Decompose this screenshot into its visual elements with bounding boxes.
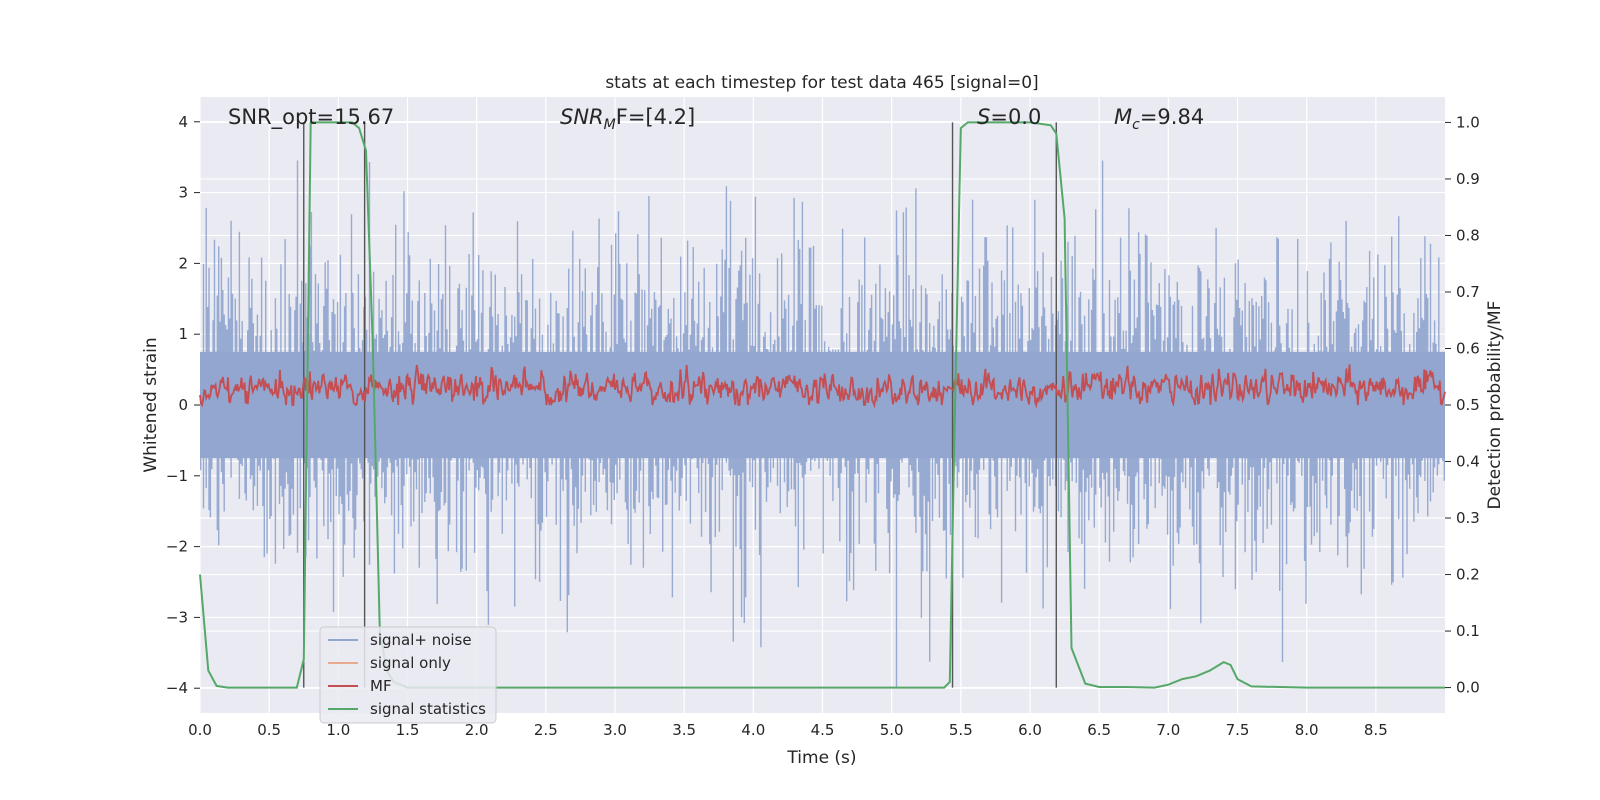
x-tick-label: 1.0 [326, 721, 350, 739]
right-y-tick-label: 0.1 [1456, 622, 1480, 640]
left-y-tick-label: 4 [178, 113, 188, 131]
right-y-axis-label: Detection probability/MF [1485, 301, 1505, 510]
x-tick-label: 2.0 [465, 721, 489, 739]
right-y-tick-label: 0.0 [1456, 679, 1480, 697]
mf-line [199, 364, 1446, 409]
legend-label-signal-only: signal only [370, 654, 451, 672]
left-y-tick-label: 2 [178, 254, 188, 272]
signal-noise-core [200, 351, 1445, 459]
signal-statistics-series [199, 121, 1445, 689]
left-y-tick-label: 3 [178, 184, 188, 202]
right-y-tick-label: 0.2 [1456, 566, 1480, 584]
legend-label-signal-noise: signal+ noise [370, 631, 472, 649]
right-y-tick-label: 0.3 [1456, 509, 1480, 527]
right-y-tick-labels: 0.0 0.1 0.2 0.3 0.4 0.5 0.6 0.7 0.8 0.9 1.0 [1445, 113, 1480, 697]
x-tick-label: 0.0 [188, 721, 212, 739]
x-tick-label: 5.0 [880, 721, 904, 739]
left-y-tick-labels: −4 −3 −2 −1 0 1 2 3 4 [166, 113, 200, 697]
signal-noise-series [200, 160, 1445, 689]
left-y-tick-label: −4 [166, 679, 188, 697]
right-y-tick-label: 1.0 [1456, 113, 1480, 131]
left-y-tick-label: 1 [178, 325, 188, 343]
x-axis-label: Time (s) [786, 748, 856, 768]
left-y-axis-label: Whitened strain [141, 337, 161, 472]
x-tick-label: 3.0 [603, 721, 627, 739]
mf-series [199, 364, 1446, 409]
x-tick-label: 6.5 [1087, 721, 1111, 739]
x-tick-label: 2.5 [534, 721, 558, 739]
x-tick-label: 0.5 [257, 721, 281, 739]
legend-label-signal-statistics: signal statistics [370, 700, 486, 718]
right-y-tick-label: 0.9 [1456, 170, 1480, 188]
x-tick-label: 5.5 [949, 721, 973, 739]
annotation-mc: Mc=9.84 [1114, 105, 1204, 133]
right-y-tick-label: 0.4 [1456, 453, 1480, 471]
legend-box [319, 626, 497, 724]
x-tick-label: 4.5 [811, 721, 835, 739]
x-tick-label: 8.0 [1295, 721, 1319, 739]
annotation-snr-opt: SNR_opt=15.67 [228, 105, 394, 130]
x-tick-label: 7.0 [1156, 721, 1180, 739]
x-tick-label: 4.0 [741, 721, 765, 739]
chart-title: stats at each timestep for test data 465… [605, 73, 1038, 93]
x-tick-label: 8.5 [1364, 721, 1388, 739]
left-y-tick-label: −2 [166, 538, 188, 556]
x-tick-labels: 0.0 0.5 1.0 1.5 2.0 2.5 3.0 3.5 4.0 4.5 5.0 5.5 6.0 6… [188, 721, 1388, 739]
x-tick-label: 7.5 [1226, 721, 1250, 739]
x-tick-label: 3.5 [672, 721, 696, 739]
right-y-tick-label: 0.5 [1456, 396, 1480, 414]
right-y-tick-label: 0.6 [1456, 339, 1480, 357]
annotation-snr-mf: SNRMF=[4.2] [560, 105, 695, 133]
legend-label-mf: MF [370, 677, 392, 695]
x-tick-label: 1.5 [396, 721, 420, 739]
right-y-tick-label: 0.8 [1456, 226, 1480, 244]
annotation-s: S=0.0 [977, 105, 1041, 129]
right-y-tick-label: 0.7 [1456, 283, 1480, 301]
x-tick-label: 6.0 [1018, 721, 1042, 739]
left-y-tick-label: 0 [178, 396, 188, 414]
signal-statistics-line [199, 121, 1445, 689]
left-y-tick-label: −1 [166, 467, 188, 485]
left-y-tick-label: −3 [166, 608, 188, 626]
legend: signal+ noise signal only MF signal stat… [319, 626, 497, 724]
